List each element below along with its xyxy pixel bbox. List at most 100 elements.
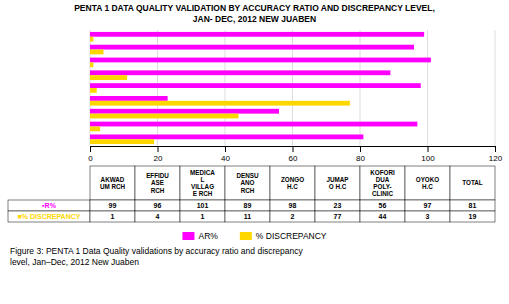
legend-swatch — [240, 232, 252, 240]
table-header-label: ZONGOH.C — [281, 176, 304, 190]
table-header-label: JUMAPO H.C — [326, 176, 348, 190]
bar — [90, 62, 93, 67]
table-cell — [90, 211, 135, 222]
table-cell — [405, 200, 450, 211]
bar — [90, 45, 414, 50]
bar — [90, 126, 100, 131]
table-value: 89 — [244, 202, 252, 209]
table-header-cell — [225, 166, 270, 200]
table-value: 99 — [109, 202, 117, 209]
x-tick: 40 — [221, 146, 230, 163]
table-header-cell — [405, 166, 450, 200]
bar — [90, 58, 431, 63]
table-cell — [315, 200, 360, 211]
legend-label: AR% — [198, 231, 218, 241]
table-value: 4 — [156, 213, 160, 220]
x-tick-label: 20 — [154, 154, 163, 163]
table-header-cell — [180, 166, 225, 200]
bar — [90, 134, 363, 139]
x-tick-mark — [360, 146, 361, 152]
bar-series — [90, 32, 431, 139]
legend-item: % DISCREPANCY — [240, 231, 327, 241]
x-tick-mark — [225, 146, 226, 152]
bar — [90, 75, 127, 80]
table-row-label-cell — [8, 211, 90, 222]
table-row-label: ▪R% — [42, 202, 57, 209]
x-tick: 20 — [154, 146, 163, 163]
bar-series — [90, 37, 350, 144]
bar — [90, 37, 93, 42]
table-value: 1 — [111, 213, 115, 220]
table-value: 56 — [379, 202, 387, 209]
x-tick-mark — [158, 146, 159, 152]
table-cell — [180, 200, 225, 211]
x-tick: 0 — [88, 146, 93, 163]
table-value: 1 — [201, 213, 205, 220]
bar — [90, 83, 421, 88]
x-tick-label: 0 — [88, 154, 93, 163]
table-cell — [270, 211, 315, 222]
x-tick-mark — [428, 146, 429, 152]
table-header-label: EFFIDUASERCH — [146, 172, 169, 193]
x-axis: 020406080100120 — [88, 146, 502, 163]
x-tick: 60 — [289, 146, 298, 163]
table-row-label: ■% DISCREPANCY — [18, 213, 81, 220]
table-value: 19 — [469, 213, 477, 220]
x-tick-label: 100 — [421, 154, 435, 163]
x-tick-mark — [293, 146, 294, 152]
table-header-cell — [450, 166, 495, 200]
table-header-label: OYOKOH.C — [416, 176, 440, 190]
table-cell — [360, 200, 405, 211]
chart: PENTA 1 DATA QUALITY VALIDATION BY ACCUR… — [0, 0, 509, 304]
bar — [90, 32, 424, 37]
bar — [90, 88, 97, 93]
table-header-cell — [270, 166, 315, 200]
table-header-label: TOTAL — [462, 179, 483, 186]
table: AKWADUM RCHEFFIDUASERCHMEDICALVILLAGE RC… — [8, 166, 495, 222]
table-value: 81 — [469, 202, 477, 209]
table-value: 44 — [379, 213, 387, 220]
x-tick-label: 120 — [489, 154, 503, 163]
table-value: 11 — [244, 213, 252, 220]
bar — [90, 101, 350, 106]
caption: Figure 3: PENTA 1 Data Quality validatio… — [10, 246, 304, 267]
bar — [90, 70, 390, 75]
table-cell — [360, 211, 405, 222]
table-header-label: MEDICALVILLAGE RCH — [190, 169, 215, 198]
table-header-cell — [135, 166, 180, 200]
legend-swatch — [182, 232, 194, 240]
legend-item: AR% — [182, 231, 218, 241]
table-header-cell — [315, 166, 360, 200]
table-header-cell — [360, 166, 405, 200]
legend-label: % DISCREPANCY — [256, 231, 327, 241]
x-tick-label: 40 — [221, 154, 230, 163]
x-axis-line — [91, 147, 496, 153]
table-value: 101 — [197, 202, 209, 209]
table-cell — [135, 200, 180, 211]
bar — [90, 114, 239, 119]
table-cell — [225, 200, 270, 211]
x-tick-label: 60 — [289, 154, 298, 163]
x-tick-mark — [495, 146, 496, 152]
grid-line — [427, 30, 428, 146]
table-cell — [90, 200, 135, 211]
grid — [90, 30, 495, 146]
table-cell — [225, 211, 270, 222]
legend: AR% % DISCREPANCY — [182, 231, 326, 241]
bars — [90, 32, 431, 144]
table-header-label: DENSUANORCH — [236, 172, 258, 193]
bar — [90, 96, 168, 101]
table-cell — [450, 211, 495, 222]
table-value: 23 — [334, 202, 342, 209]
table-cell — [270, 200, 315, 211]
bar — [90, 122, 417, 127]
table-value: 96 — [154, 202, 162, 209]
table-value: 97 — [424, 202, 432, 209]
grid-line — [495, 30, 496, 146]
table-value: 2 — [291, 213, 295, 220]
table-value: 77 — [334, 213, 342, 220]
x-tick-mark — [90, 146, 91, 152]
table-value: 3 — [426, 213, 430, 220]
table-row-label-cell — [8, 200, 90, 211]
table-value: 98 — [289, 202, 297, 209]
